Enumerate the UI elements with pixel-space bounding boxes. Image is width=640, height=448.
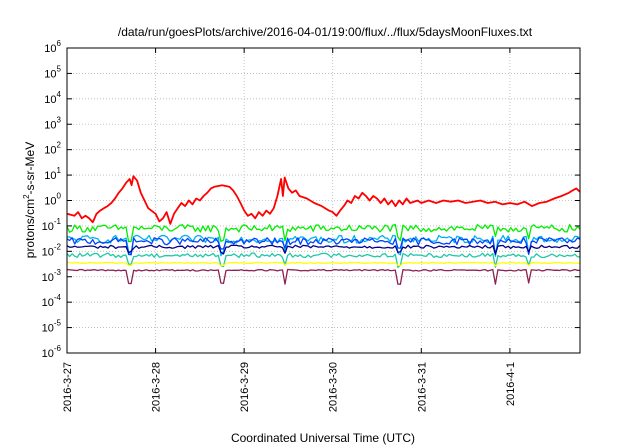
y-tick-label: 105 — [44, 64, 61, 80]
series-line — [66, 223, 581, 243]
x-axis-ticks: 2016-3-27 2016-3-28 2016-3-29 2016-3-30 2016… — [62, 48, 517, 412]
y-tick-label: 10-4 — [42, 293, 62, 309]
y-tick-label: 10-6 — [42, 344, 62, 360]
y-axis-title-pre: protons/cm — [23, 199, 37, 258]
y-tick-label: 10-1 — [42, 217, 62, 233]
series-line — [66, 261, 581, 267]
y-tick-label: 106 — [44, 39, 61, 55]
series-line — [66, 268, 581, 285]
y-axis-title-sup: 2 — [22, 194, 31, 199]
y-axis-title: protons/cm2-s-sr-MeV — [22, 142, 37, 258]
x-tick-label: 2016-3-27 — [62, 362, 74, 412]
x-axis-title: Coordinated Universal Time (UTC) — [231, 431, 415, 445]
y-axis-ticks: 10-6 10-5 10-4 10-3 10-2 10-1 100 101 102 103 104 1… — [42, 39, 580, 360]
y-tick-label: 10-5 — [42, 319, 62, 335]
series-line — [66, 175, 581, 225]
x-tick-label: 2016-3-31 — [416, 362, 428, 412]
series-line — [66, 244, 581, 255]
chart-title: /data/run/goesPlots/archive/2016-04-01/1… — [118, 25, 533, 39]
x-tick-label: 2016-3-28 — [151, 362, 163, 412]
y-tick-label: 103 — [44, 115, 61, 131]
y-tick-label: 10-2 — [42, 242, 62, 258]
y-tick-label: 102 — [44, 141, 61, 157]
x-tick-label: 2016-4-1 — [505, 362, 517, 406]
x-tick-label: 2016-3-30 — [328, 362, 340, 412]
series-line — [66, 252, 581, 268]
y-tick-label: 104 — [44, 90, 61, 106]
y-axis-title-post: -s-sr-MeV — [23, 142, 37, 195]
x-tick-label: 2016-3-29 — [239, 362, 251, 412]
y-tick-label: 10-3 — [42, 268, 62, 284]
y-tick-label: 101 — [44, 166, 61, 182]
series-group — [66, 175, 581, 285]
y-tick-label: 100 — [44, 192, 61, 208]
